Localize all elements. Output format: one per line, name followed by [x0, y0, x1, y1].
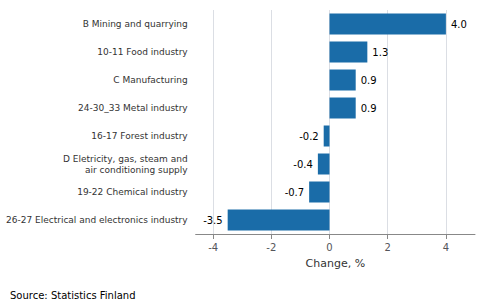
svg-text:4.0: 4.0: [451, 19, 467, 30]
svg-text:2: 2: [385, 242, 391, 253]
svg-text:-0.7: -0.7: [285, 187, 305, 198]
svg-text:-4: -4: [208, 242, 218, 253]
svg-text:24-30_33 Metal industry: 24-30_33 Metal industry: [78, 103, 188, 113]
svg-text:-0.4: -0.4: [293, 159, 313, 170]
svg-text:26-27 Electrical and electroni: 26-27 Electrical and electronics industr…: [6, 215, 188, 225]
svg-text:19-22 Chemical industry: 19-22 Chemical industry: [77, 187, 188, 197]
svg-text:-2: -2: [266, 242, 276, 253]
svg-text:-3.5: -3.5: [203, 215, 223, 226]
svg-text:16-17 Forest industry: 16-17 Forest industry: [91, 131, 188, 141]
svg-text:1.3: 1.3: [372, 47, 388, 58]
svg-text:B Mining and quarrying: B Mining and quarrying: [83, 19, 188, 29]
svg-text:air conditioning supply: air conditioning supply: [85, 165, 188, 175]
svg-text:D Eletricity, gas, steam and: D Eletricity, gas, steam and: [63, 154, 188, 164]
svg-text:10-11 Food industry: 10-11 Food industry: [97, 47, 188, 57]
svg-text:0: 0: [326, 242, 332, 253]
svg-text:0.9: 0.9: [361, 103, 377, 114]
svg-text:0.9: 0.9: [361, 75, 377, 86]
svg-text:4: 4: [443, 242, 449, 253]
svg-text:Source: Statistics Finland: Source: Statistics Finland: [10, 290, 136, 301]
svg-text:C Manufacturing: C Manufacturing: [113, 75, 187, 85]
svg-text:Change, %: Change, %: [306, 257, 366, 270]
svg-text:-0.2: -0.2: [299, 131, 319, 142]
